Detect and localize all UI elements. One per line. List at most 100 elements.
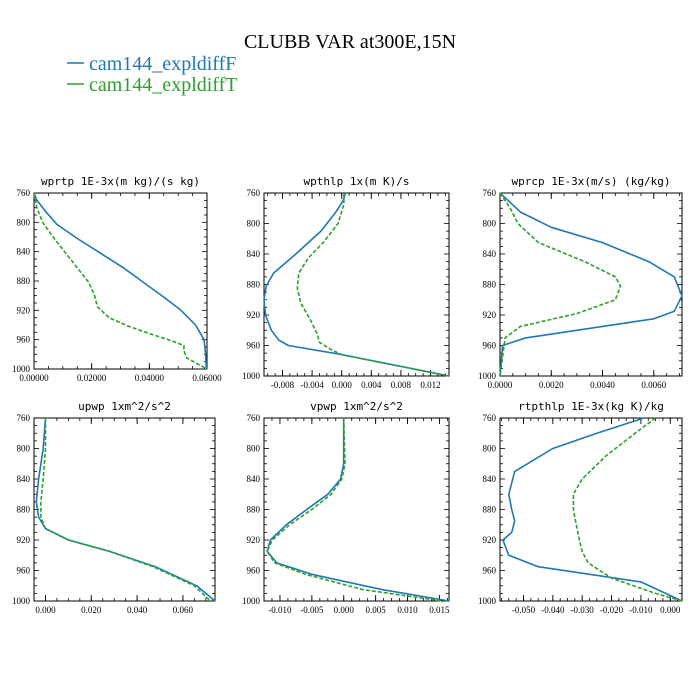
series-line-2	[33, 192, 208, 370]
series-line-2	[296, 193, 450, 377]
y-tick-label: 920	[483, 310, 497, 320]
plot-frame-1	[33, 192, 208, 370]
y-tick-label: 840	[247, 249, 261, 259]
series-line-1	[499, 192, 683, 377]
legend-entry-2: cam144_expldiffT	[67, 74, 237, 96]
x-tick-label: 0.060	[173, 605, 194, 615]
chart-panel-6: rtpthlp 1E-3x(kg K)/kg 760 800 840 880 920 960…	[478, 400, 683, 615]
x-tick-label: 0.015	[429, 605, 450, 615]
plot-frame-2	[263, 192, 450, 377]
y-tick-label: 1000	[478, 596, 497, 606]
y-tick-label: 800	[483, 219, 497, 229]
panels-group: wprtp 1E-3x(m kg)/(s kg) 760 800 840 880 920 9…	[12, 175, 683, 615]
x-tick-label: -0.010	[629, 605, 653, 615]
y-tick-label: 1000	[12, 364, 31, 374]
y-tick-label: 840	[247, 474, 261, 484]
y-tick-label: 760	[247, 188, 261, 198]
y-tick-label: 880	[17, 276, 31, 286]
y-tick-label: 800	[247, 219, 261, 229]
x-tick-label: -0.030	[571, 605, 595, 615]
x-tick-label: 0.0000	[488, 380, 513, 390]
legend-entry-1: cam144_expldiffF	[67, 53, 236, 75]
legend: cam144_expldiffF cam144_expldiffT	[67, 53, 237, 96]
x-tick-label: 0.008	[391, 380, 412, 390]
series-line-1	[502, 417, 683, 602]
y-tick-label: 920	[247, 535, 261, 545]
chart-panel-5: vpwp 1xm^2/s^2 760 800 840 880 920 960 1000 -0.0…	[242, 400, 450, 615]
y-tick-label: 960	[247, 341, 261, 351]
y-tick-label: 840	[17, 247, 31, 257]
x-tick-label: 0.06000	[192, 373, 222, 383]
x-tick-label: 0.010	[397, 605, 418, 615]
y-tick-label: 920	[247, 310, 261, 320]
series-line-2	[572, 417, 683, 602]
series-line-1	[263, 192, 450, 377]
y-tick-label: 1000	[12, 596, 31, 606]
figure-title: CLUBB VAR at300E,15N	[244, 31, 456, 53]
chart-panel-2: wpthlp 1x(m K)/s 760 800 840 880 920 960 1000 -0…	[242, 175, 450, 390]
legend-label-2: cam144_expldiffT	[89, 74, 237, 96]
legend-label-1: cam144_expldiffF	[89, 53, 236, 75]
y-tick-label: 880	[247, 505, 261, 515]
panel-title-4: upwp 1xm^2/s^2	[78, 400, 171, 413]
y-tick-label: 840	[483, 474, 497, 484]
y-tick-label: 920	[17, 535, 31, 545]
plot-frame-3	[499, 192, 683, 377]
y-tick-label: 760	[483, 188, 497, 198]
y-tick-label: 880	[483, 280, 497, 290]
y-tick-label: 1000	[478, 371, 497, 381]
series-line-1	[266, 418, 450, 602]
x-tick-label: 0.000	[334, 605, 355, 615]
x-tick-label: 0.000	[660, 605, 681, 615]
y-tick-label: 760	[17, 413, 31, 423]
x-tick-label: 0.0060	[641, 380, 666, 390]
series-line-2	[266, 417, 443, 602]
panel-title-6: rtpthlp 1E-3x(kg K)/kg	[518, 400, 664, 413]
panel-title-5: vpwp 1xm^2/s^2	[310, 400, 403, 413]
y-tick-label: 760	[17, 188, 31, 198]
y-tick-label: 760	[483, 413, 497, 423]
y-tick-label: 880	[17, 505, 31, 515]
x-tick-label: 0.040	[127, 605, 148, 615]
x-tick-label: -0.005	[300, 605, 324, 615]
x-tick-label: -0.050	[512, 605, 536, 615]
y-tick-label: 960	[483, 566, 497, 576]
y-tick-label: 840	[483, 249, 497, 259]
series-line-2	[40, 418, 211, 602]
y-tick-label: 1000	[242, 371, 261, 381]
y-tick-label: 1000	[242, 596, 261, 606]
x-tick-label: -0.010	[268, 605, 292, 615]
x-tick-label: 0.004	[361, 380, 382, 390]
x-tick-label: 0.02000	[77, 373, 107, 383]
x-tick-label: 0.00000	[19, 373, 49, 383]
x-tick-label: 0.000	[332, 380, 353, 390]
x-tick-label: 0.020	[81, 605, 102, 615]
x-tick-label: -0.020	[600, 605, 624, 615]
x-tick-label: 0.04000	[135, 373, 165, 383]
plot-frame-6	[499, 417, 683, 602]
y-tick-label: 880	[247, 280, 261, 290]
x-tick-label: -0.008	[271, 380, 295, 390]
series-line-1	[33, 192, 208, 370]
x-tick-label: 0.012	[420, 380, 440, 390]
y-tick-label: 800	[483, 444, 497, 454]
y-tick-label: 960	[247, 566, 261, 576]
series-line-2	[499, 192, 622, 377]
panel-title-2: wpthlp 1x(m K)/s	[304, 175, 410, 188]
chart-panel-1: wprtp 1E-3x(m kg)/(s kg) 760 800 840 880 920 9…	[12, 175, 222, 383]
y-tick-label: 800	[17, 444, 31, 454]
plot-frame-4	[33, 417, 216, 602]
x-tick-label: 0.005	[366, 605, 387, 615]
x-tick-label: 0.0040	[590, 380, 615, 390]
y-tick-label: 960	[483, 341, 497, 351]
panel-title-1: wprtp 1E-3x(m kg)/(s kg)	[41, 175, 200, 188]
x-tick-label: -0.004	[300, 380, 324, 390]
y-tick-label: 920	[483, 535, 497, 545]
y-tick-label: 800	[247, 444, 261, 454]
y-tick-label: 880	[483, 505, 497, 515]
y-tick-label: 920	[17, 305, 31, 315]
chart-panel-3: wprcp 1E-3x(m/s) (kg/kg) 760 800 840 880 920 9…	[478, 175, 683, 390]
y-tick-label: 800	[17, 217, 31, 227]
series-line-1	[35, 417, 216, 602]
